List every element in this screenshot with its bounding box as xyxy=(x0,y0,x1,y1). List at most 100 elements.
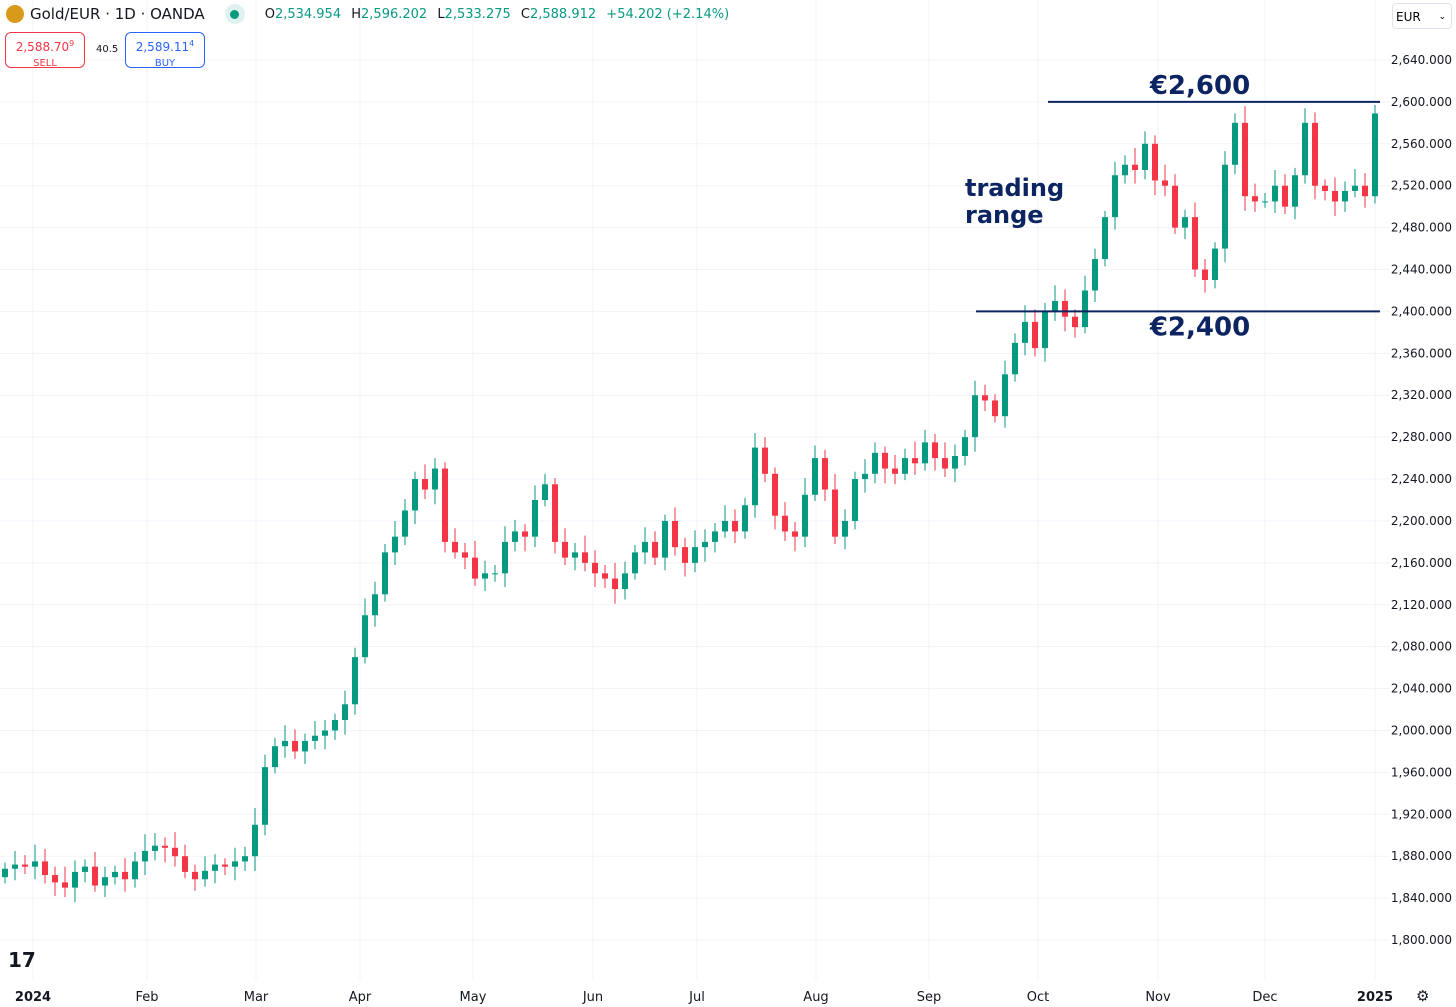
y-tick-label: 2,480.000 xyxy=(1391,221,1452,235)
candle-body xyxy=(382,552,388,595)
candle-body xyxy=(452,541,458,553)
annotation-text: range xyxy=(965,201,1044,229)
candle-body xyxy=(1292,175,1298,207)
spread-value: 40.5 xyxy=(96,44,119,55)
candle-body xyxy=(1202,269,1208,280)
y-tick-label: 2,240.000 xyxy=(1391,472,1452,486)
candle-body xyxy=(742,505,748,532)
candle-body xyxy=(592,562,598,574)
candle-body xyxy=(72,871,78,888)
candle-body xyxy=(1132,164,1138,170)
x-tick-label: Nov xyxy=(1145,990,1171,1005)
candle-body xyxy=(102,877,108,886)
price-level-label: €2,600 xyxy=(1149,71,1250,101)
y-tick-label: 2,000.000 xyxy=(1391,723,1452,737)
candle-body xyxy=(892,468,898,474)
x-tick-label: Mar xyxy=(244,990,269,1005)
candle-body xyxy=(22,864,28,867)
candle-body xyxy=(442,468,448,542)
candle-body xyxy=(842,520,848,537)
candle-body xyxy=(622,573,628,590)
chart-header: Gold/EUR · 1D · OANDA O2,534.954 H2,596.… xyxy=(6,4,735,24)
candle-body xyxy=(412,479,418,511)
candle-body xyxy=(632,552,638,574)
buy-button[interactable]: 2,589.114 BUY xyxy=(125,32,205,69)
candle-body xyxy=(602,573,608,579)
candle-body xyxy=(262,767,268,825)
candle-body xyxy=(862,473,868,480)
candle-body xyxy=(1142,143,1148,170)
candle-body xyxy=(1012,342,1018,375)
x-tick-label: Jun xyxy=(582,990,603,1005)
candle-body xyxy=(352,657,358,705)
candle-body xyxy=(802,494,808,537)
candle-body xyxy=(872,452,878,474)
candle-body xyxy=(1262,201,1268,203)
candle-body xyxy=(682,547,688,563)
candle-body xyxy=(422,479,428,490)
x-tick-label: 2024 xyxy=(15,990,51,1005)
candle-body xyxy=(502,541,508,574)
y-tick-label: 1,840.000 xyxy=(1391,891,1452,905)
candle-body xyxy=(1342,190,1348,202)
candle-body xyxy=(122,871,128,880)
currency-select[interactable]: EUR ⌄ xyxy=(1392,3,1452,29)
x-tick-label: Oct xyxy=(1027,990,1049,1005)
candle-body xyxy=(1062,300,1068,317)
candle-body xyxy=(1022,321,1028,343)
sell-button[interactable]: 2,588.709 SELL xyxy=(5,32,85,69)
candle-body xyxy=(1332,190,1338,202)
candle-body xyxy=(222,864,228,867)
y-tick-label: 1,880.000 xyxy=(1391,849,1452,863)
candle-body xyxy=(652,541,658,558)
candle-body xyxy=(182,856,188,872)
candle-body xyxy=(942,458,948,469)
candle-body xyxy=(1192,217,1198,270)
candle-body xyxy=(272,746,278,768)
candle-body xyxy=(542,484,548,500)
candle-body xyxy=(1252,196,1258,202)
candle-body xyxy=(752,447,758,506)
x-tick-label: Apr xyxy=(349,990,372,1005)
y-tick-label: 2,040.000 xyxy=(1391,682,1452,696)
candle-body xyxy=(582,552,588,563)
candle-body xyxy=(612,578,618,590)
candle-body xyxy=(342,704,348,720)
candle-body xyxy=(912,458,918,464)
market-status-icon xyxy=(224,4,245,24)
candle-body xyxy=(1172,185,1178,228)
candle-body xyxy=(1042,311,1048,349)
candle-body xyxy=(392,536,398,553)
candle-body xyxy=(702,541,708,548)
candle-body xyxy=(712,531,718,542)
candle-body xyxy=(242,856,248,862)
candle-body xyxy=(432,468,438,490)
candle-body xyxy=(562,541,568,558)
x-tick-label: Sep xyxy=(917,990,942,1005)
candle-body xyxy=(492,573,498,575)
candle-body xyxy=(1122,164,1128,176)
annotation-text: trading xyxy=(965,174,1064,202)
candle-body xyxy=(1242,122,1248,197)
ohlc-readout: O2,534.954 H2,596.202 L2,533.275 C2,588.… xyxy=(264,6,730,22)
candle-body xyxy=(12,864,18,869)
candle-body xyxy=(62,882,68,888)
symbol-title[interactable]: Gold/EUR · 1D · OANDA xyxy=(30,5,205,23)
x-tick-label: Dec xyxy=(1252,990,1277,1005)
candle-body xyxy=(1362,185,1368,197)
candle-body xyxy=(782,515,788,532)
candle-body xyxy=(972,395,978,438)
settings-icon[interactable]: ⚙ xyxy=(1416,987,1430,1005)
candle-body xyxy=(1162,180,1168,186)
change-value: +54.202 (+2.14%) xyxy=(606,6,730,22)
y-tick-label: 1,960.000 xyxy=(1391,765,1452,779)
candle-body xyxy=(1222,164,1228,249)
candle-body xyxy=(112,871,118,878)
y-tick-label: 2,080.000 xyxy=(1391,640,1452,654)
candle-body xyxy=(982,395,988,401)
y-tick-label: 2,320.000 xyxy=(1391,388,1452,402)
x-tick-label: May xyxy=(460,990,487,1005)
y-tick-label: 2,520.000 xyxy=(1391,179,1452,193)
y-tick-label: 2,280.000 xyxy=(1391,430,1452,444)
